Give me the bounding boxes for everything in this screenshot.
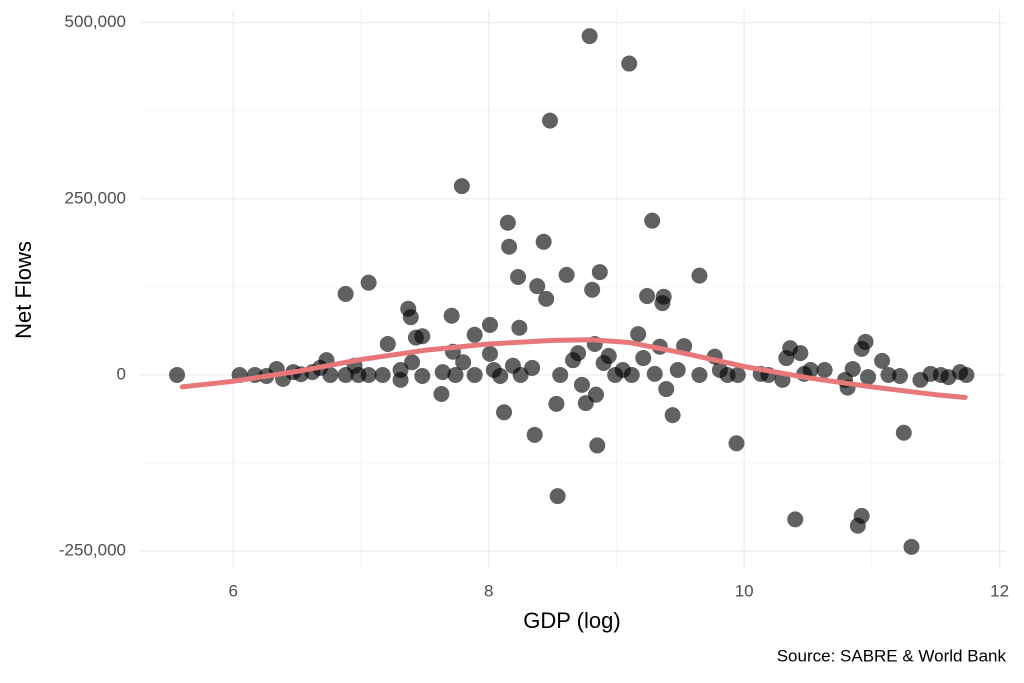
data-point: [529, 278, 546, 295]
data-point: [337, 285, 354, 302]
data-point: [542, 112, 559, 129]
data-point: [691, 267, 708, 284]
data-point: [360, 274, 377, 291]
data-point: [512, 366, 529, 383]
data-point: [903, 538, 920, 555]
x-tick-label: 12: [990, 581, 1009, 600]
x-tick-label: 8: [484, 581, 493, 600]
data-point: [691, 366, 708, 383]
data-point: [644, 212, 661, 229]
data-point: [510, 269, 527, 286]
data-point: [322, 366, 339, 383]
data-point: [621, 55, 638, 72]
data-point: [844, 360, 861, 377]
y-tick-label: 250,000: [65, 188, 126, 207]
data-point: [853, 507, 870, 524]
data-point: [587, 386, 604, 403]
y-tick-label: 0: [117, 364, 126, 383]
data-point: [402, 309, 419, 326]
data-point: [552, 366, 569, 383]
data-point: [481, 345, 498, 362]
data-point: [669, 362, 686, 379]
data-point: [453, 178, 470, 195]
data-point: [729, 366, 746, 383]
data-point: [379, 335, 396, 352]
data-point: [535, 233, 552, 250]
data-point: [414, 328, 431, 345]
data-point: [860, 369, 877, 386]
data-point: [526, 426, 543, 443]
data-point: [392, 371, 409, 388]
data-point: [816, 362, 833, 379]
data-point: [570, 345, 587, 362]
x-tick-label: 6: [229, 581, 238, 600]
data-point: [664, 407, 681, 424]
data-point: [499, 214, 516, 231]
data-point: [635, 350, 652, 367]
data-point: [434, 364, 451, 381]
data-point: [360, 366, 377, 383]
source-note: Source: SABRE & World Bank: [777, 646, 1007, 665]
data-point: [591, 264, 608, 281]
data-point: [538, 290, 555, 307]
data-point: [496, 404, 513, 421]
data-point: [581, 28, 598, 45]
data-point: [501, 238, 518, 255]
data-point: [548, 395, 565, 412]
data-point: [414, 368, 431, 385]
data-point: [639, 288, 656, 305]
y-axis-label: Net Flows: [11, 241, 36, 339]
data-point: [433, 385, 450, 402]
data-point: [880, 366, 897, 383]
data-point: [600, 347, 617, 364]
data-point: [466, 326, 483, 343]
data-point: [658, 381, 675, 398]
data-point: [857, 333, 874, 350]
data-point: [891, 368, 908, 385]
data-point: [630, 326, 647, 343]
data-point: [169, 366, 186, 383]
data-point: [447, 366, 464, 383]
data-point: [466, 366, 483, 383]
data-point: [511, 319, 528, 336]
data-point: [646, 365, 663, 382]
data-point: [895, 424, 912, 441]
data-point: [584, 281, 601, 298]
data-point: [958, 366, 975, 383]
data-point: [524, 359, 541, 376]
data-point: [802, 362, 819, 379]
data-point: [787, 511, 804, 528]
y-tick-label: -250,000: [59, 541, 126, 560]
x-tick-label: 10: [735, 581, 754, 600]
data-point: [558, 266, 575, 283]
data-point: [589, 437, 606, 454]
data-point: [655, 288, 672, 305]
trend-line: [179, 337, 968, 400]
data-point: [455, 354, 472, 371]
data-point: [549, 488, 566, 505]
data-point: [481, 316, 498, 333]
data-point: [623, 366, 640, 383]
data-point: [792, 345, 809, 362]
data-point: [492, 368, 509, 385]
data-point: [874, 352, 891, 369]
data-point: [728, 435, 745, 452]
data-point: [443, 307, 460, 324]
data-point: [404, 354, 421, 371]
x-axis-label: GDP (log): [523, 608, 620, 633]
y-tick-label: 500,000: [65, 12, 126, 31]
data-point: [374, 366, 391, 383]
data-point: [573, 376, 590, 393]
